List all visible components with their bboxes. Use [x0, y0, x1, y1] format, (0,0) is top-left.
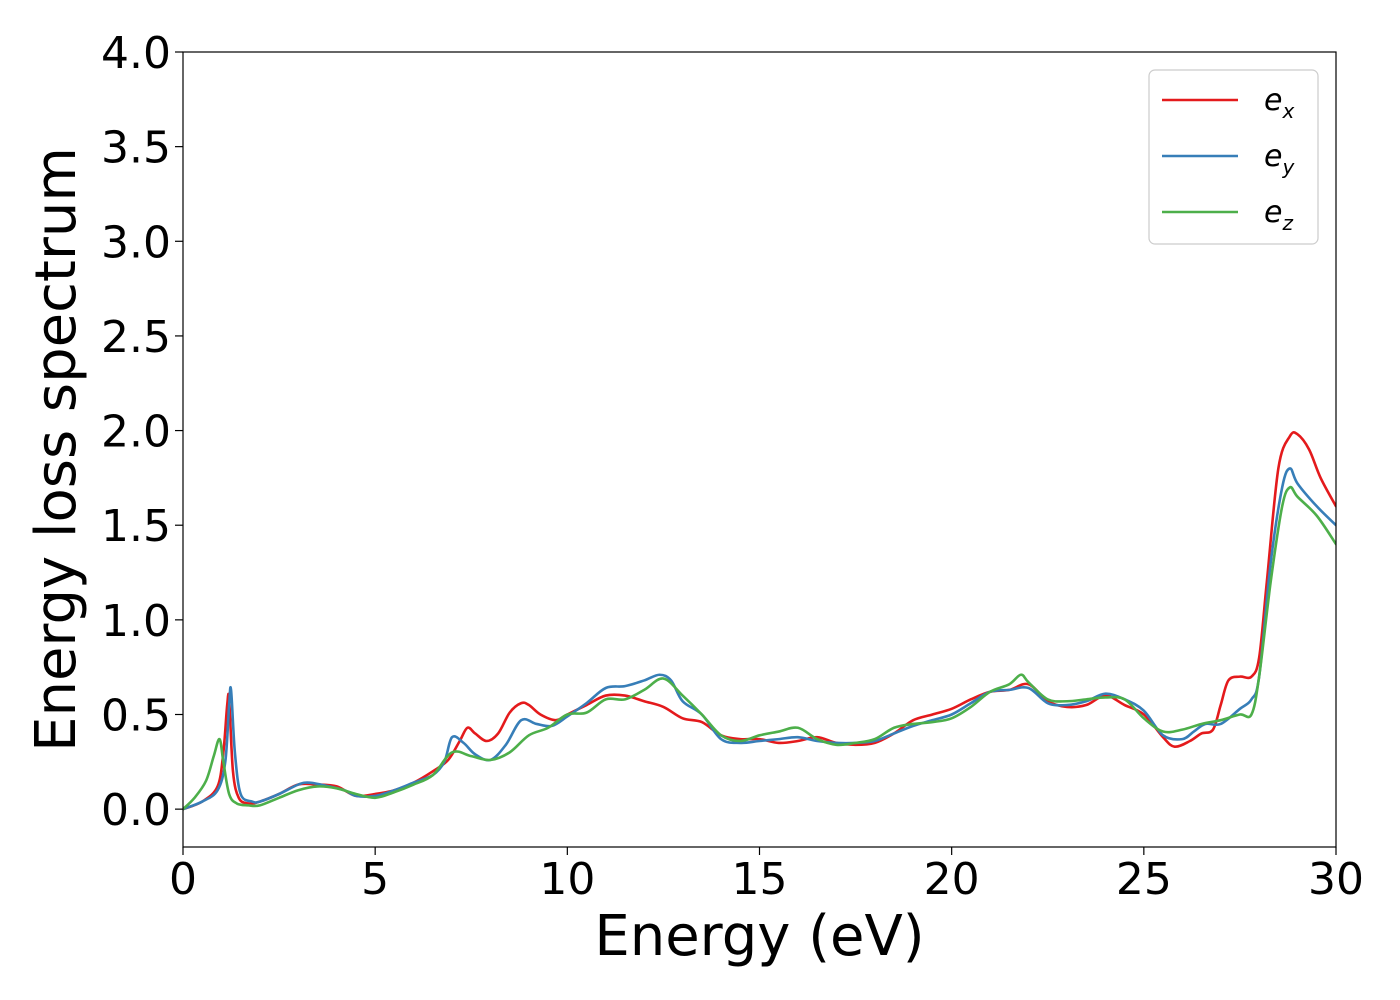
x-axis-ticks: 0 5 10 15 20 25 30	[169, 847, 1364, 905]
y-tick-label: 0.0	[101, 785, 171, 836]
y-tick-label: 4.0	[101, 28, 171, 79]
y-tick-label: 1.5	[101, 501, 171, 552]
y-axis-ticks: 0.0 0.5 1.0 1.5 2.0 2.5 3.0 3.5 4.0	[101, 28, 183, 836]
y-axis-title: Energy loss spectrum	[24, 147, 89, 752]
x-tick-label: 15	[732, 854, 788, 905]
plot-lines	[183, 431, 1336, 811]
x-tick-label: 10	[539, 854, 595, 905]
y-tick-label: 2.0	[101, 407, 171, 458]
x-tick-label: 0	[169, 854, 197, 905]
y-tick-label: 1.0	[101, 596, 171, 647]
y-tick-label: 3.5	[101, 123, 171, 174]
x-tick-label: 30	[1308, 854, 1364, 905]
y-tick-label: 3.0	[101, 217, 171, 268]
series-line-e-x	[183, 431, 1336, 811]
x-tick-label: 5	[361, 854, 389, 905]
y-tick-label: 2.5	[101, 312, 171, 363]
series-line-e-z	[183, 485, 1336, 811]
x-tick-label: 25	[1116, 854, 1172, 905]
x-axis-title: Energy (eV)	[594, 904, 924, 969]
y-tick-label: 0.5	[101, 691, 171, 742]
x-tick-label: 20	[924, 854, 980, 905]
